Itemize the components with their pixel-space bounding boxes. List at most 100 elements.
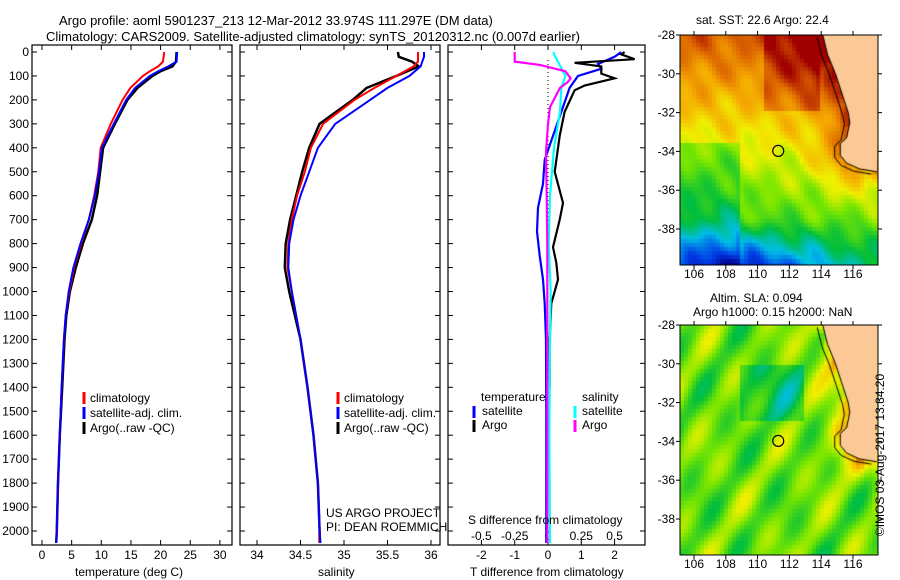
depth-tick-label: 100 <box>9 69 29 83</box>
x-tick-label: 0 <box>39 548 46 562</box>
s-diff-tick-label: 0.25 <box>570 529 594 543</box>
lon-tick-label: 116 <box>843 557 862 571</box>
s-diff-xlabel: S difference from climatology <box>468 513 623 527</box>
depth-tick-label: 2000 <box>2 524 29 538</box>
lon-tick-label: 110 <box>748 267 767 281</box>
temperature-xlabel: temperature (deg C) <box>75 565 183 579</box>
x-tick-label: -2 <box>476 548 487 562</box>
lat-tick-label: -28 <box>658 318 676 332</box>
depth-tick-label: 300 <box>9 117 29 131</box>
depth-tick-label: 500 <box>9 165 29 179</box>
lat-tick-label: -34 <box>658 434 676 448</box>
legend-s-satellite: satellite <box>582 404 623 418</box>
depth-tick-label: 0 <box>22 45 29 59</box>
depth-tick-label: 1500 <box>2 404 29 418</box>
map-frame <box>679 34 879 266</box>
x-tick-label: 0 <box>545 548 552 562</box>
legend-label: Argo(..raw -QC) <box>344 421 429 435</box>
x-tick-label: 36 <box>424 548 438 562</box>
difference-line-salinity-satellite <box>547 51 567 544</box>
temperature-line-argo <box>54 51 178 544</box>
lat-tick-label: -38 <box>658 512 676 526</box>
depth-tick-label: 1800 <box>2 476 29 490</box>
legend-t-satellite: satellite <box>482 404 523 418</box>
lat-tick-label: -28 <box>658 28 676 42</box>
figure-title: Argo profile: aoml 5901237_213 12-Mar-20… <box>59 13 493 28</box>
lat-tick-label: -38 <box>658 222 676 236</box>
sst-map-title: sat. SST: 22.6 Argo: 22.4 <box>696 13 829 27</box>
depth-tick-label: 1000 <box>2 285 29 299</box>
x-tick-label: 35 <box>337 548 351 562</box>
credit-project: US ARGO PROJECT <box>326 506 441 520</box>
lon-tick-label: 114 <box>812 267 831 281</box>
x-tick-label: 20 <box>154 548 168 562</box>
lon-tick-label: 106 <box>684 267 704 281</box>
x-tick-label: 25 <box>184 548 198 562</box>
depth-tick-label: 800 <box>9 237 29 251</box>
difference-panel: -2 -1 0 1 2-0.5 -0.25 0 0.25 0.5 <box>447 44 646 562</box>
lon-tick-label: 108 <box>716 267 736 281</box>
lon-tick-label: 116 <box>843 267 862 281</box>
lon-tick-label: 112 <box>780 557 799 571</box>
lon-tick-label: 112 <box>780 267 799 281</box>
argo-position-marker <box>772 144 785 157</box>
lon-tick-label: 106 <box>684 557 704 571</box>
x-tick-label: 1 <box>578 548 585 562</box>
lon-tick-label: 114 <box>812 557 831 571</box>
sla-map-subtitle: Argo h1000: 0.15 h2000: NaN <box>693 305 853 319</box>
lon-tick-label: 108 <box>716 557 736 571</box>
legend-label: satellite-adj. clim. <box>90 406 182 420</box>
depth-tick-label: 1700 <box>2 452 29 466</box>
lat-tick-label: -32 <box>658 396 676 410</box>
s-diff-tick-label: -0.25 <box>501 529 529 543</box>
lat-tick-label: -36 <box>658 473 676 487</box>
lat-tick-label: -30 <box>658 67 676 81</box>
s-diff-tick-label: 0.5 <box>606 529 623 543</box>
panel-frame <box>31 44 233 546</box>
depth-tick-label: 400 <box>9 141 29 155</box>
legend-salinity-title: salinity <box>582 390 619 404</box>
x-tick-label: -1 <box>509 548 520 562</box>
imos-timestamp: ©IMOS 03-Aug-2017 13:34:20 <box>873 373 887 537</box>
lat-tick-label: -34 <box>658 144 676 158</box>
depth-tick-label: 600 <box>9 189 29 203</box>
salinity-line-climatology <box>286 52 419 543</box>
map-axes: 106 108 110 112 114 116 -28 -30 -32 -34 -36 -38 106 1… <box>658 28 882 571</box>
panel-frame <box>239 44 441 546</box>
x-tick-label: 5 <box>68 548 75 562</box>
panel-frame <box>447 44 646 546</box>
temperature-line-satellite <box>55 51 179 544</box>
s-diff-tick-label: -0.5 <box>471 529 492 543</box>
sla-map-image <box>680 325 878 555</box>
sst-map-image <box>680 35 878 265</box>
lon-tick-label: 110 <box>748 557 767 571</box>
legend-temperature-title: temperature <box>481 390 546 404</box>
depth-tick-label: 1100 <box>3 308 29 322</box>
salinity-line-satellite <box>287 52 425 544</box>
x-tick-label: 15 <box>124 548 138 562</box>
salinity-panel: 34 34.5 35 35.5 36 climatologysatellite-adj. … <box>239 44 441 562</box>
temperature-panel: 0 5 10 15 20 25 300100200300400500600700800900… <box>2 44 233 562</box>
legend-s-argo: Argo <box>582 418 608 432</box>
temperature-line-climatology <box>55 51 166 544</box>
lat-tick-label: -30 <box>658 357 676 371</box>
salinity-line-argo <box>283 51 422 543</box>
x-tick-label: 34 <box>250 548 264 562</box>
depth-tick-label: 200 <box>9 93 29 107</box>
legend-label: satellite-adj. clim. <box>344 406 436 420</box>
depth-tick-label: 1900 <box>2 500 29 514</box>
difference-line-salinity-Argo <box>513 52 572 543</box>
sla-map-title: Altim. SLA: 0.094 <box>710 291 803 305</box>
legend-label: Argo(..raw -QC) <box>90 421 175 435</box>
depth-tick-label: 700 <box>9 213 29 227</box>
lat-tick-label: -32 <box>658 106 676 120</box>
x-tick-label: 34.5 <box>289 548 313 562</box>
depth-tick-label: 1200 <box>2 332 29 346</box>
credit-pi: PI: DEAN ROEMMICH <box>326 520 447 534</box>
legend-label: climatology <box>344 391 404 405</box>
x-tick-label: 35.5 <box>376 548 400 562</box>
legend-t-argo: Argo <box>482 418 508 432</box>
difference-line-temperature-Argo <box>548 51 635 388</box>
